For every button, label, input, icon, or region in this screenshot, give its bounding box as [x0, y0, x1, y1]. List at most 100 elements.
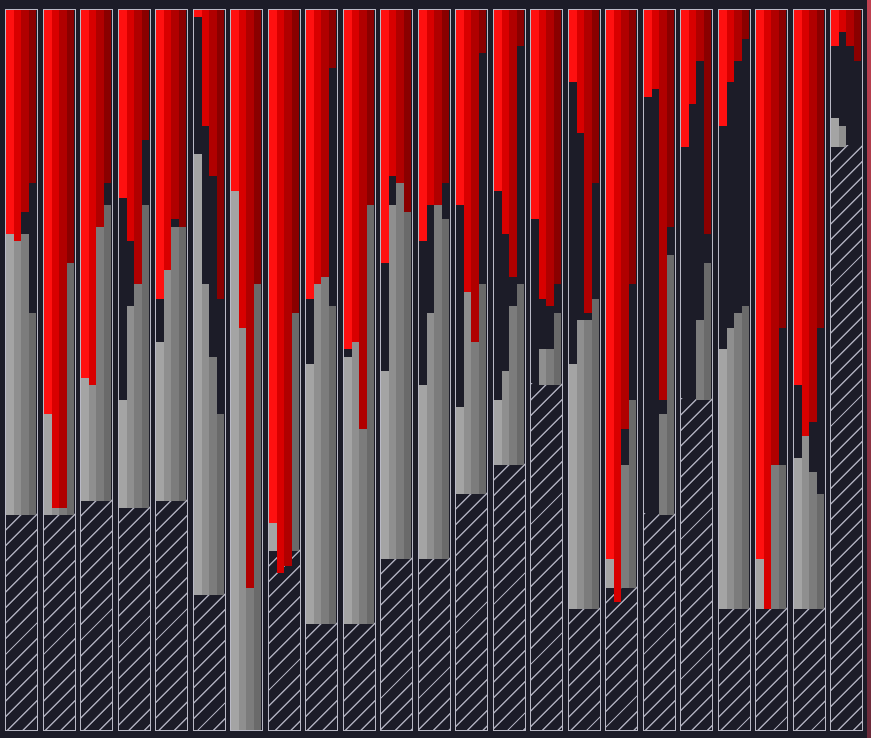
column-strip: [569, 10, 577, 730]
gray-bar: [381, 371, 389, 559]
game-column[interactable]: [343, 9, 376, 731]
red-bar: [696, 10, 704, 61]
column-strip: [246, 10, 254, 730]
column-strip: [96, 10, 104, 730]
column-strip: [838, 10, 847, 730]
column-strip: [201, 10, 210, 730]
red-bar: [88, 10, 97, 386]
gray-bar: [209, 356, 217, 595]
game-column[interactable]: [493, 9, 526, 731]
game-column[interactable]: [80, 9, 113, 731]
red-bar: [816, 10, 825, 328]
game-column[interactable]: [455, 9, 488, 731]
gray-bar: [516, 284, 525, 465]
game-column[interactable]: [418, 9, 451, 731]
gray-bar: [441, 219, 450, 559]
column-strip: [126, 10, 135, 730]
gray-bar: [726, 327, 735, 610]
column-strip: [471, 10, 479, 730]
game-column[interactable]: [643, 9, 676, 731]
gray-bar: [351, 255, 360, 624]
red-bar: [703, 10, 712, 234]
red-bar: [456, 10, 464, 205]
gray-bar: [253, 60, 262, 730]
gray-bar: [201, 284, 210, 595]
gray-bar: [509, 306, 517, 465]
gray-bar: [141, 204, 150, 509]
column-strip: [426, 10, 435, 730]
column-strip: [44, 10, 52, 730]
column-strip: [163, 10, 172, 730]
column-strip: [546, 10, 554, 730]
gray-bar: [103, 204, 112, 501]
game-column[interactable]: [605, 9, 638, 731]
red-bar: [531, 10, 539, 220]
red-bar: [853, 10, 862, 61]
column-strip: [328, 10, 337, 730]
gray-bar: [831, 118, 839, 148]
gray-bar: [419, 385, 427, 559]
gray-bar: [66, 190, 75, 516]
column-strip: [688, 10, 697, 730]
red-bar: [171, 10, 179, 220]
game-column[interactable]: [305, 9, 338, 731]
gray-bar: [456, 407, 464, 494]
column-strip: [119, 10, 127, 730]
gray-bar: [163, 255, 172, 501]
game-column[interactable]: [155, 9, 188, 731]
red-bar: [344, 10, 352, 350]
column-strip: [291, 10, 300, 730]
game-column[interactable]: [680, 9, 713, 731]
game-column[interactable]: [5, 9, 38, 731]
red-bar: [103, 10, 112, 184]
game-column[interactable]: [530, 9, 563, 731]
column-strip: [441, 10, 450, 730]
red-bar: [606, 10, 614, 559]
column-strip: [141, 10, 150, 730]
game-column[interactable]: [230, 9, 263, 731]
column-strip: [726, 10, 735, 730]
red-bar: [509, 10, 517, 278]
game-column[interactable]: [380, 9, 413, 731]
gray-bar: [344, 356, 352, 624]
red-bar: [591, 10, 600, 184]
gray-bar: [771, 457, 779, 610]
game-column[interactable]: [718, 9, 751, 731]
game-column[interactable]: [830, 9, 863, 731]
column-strip: [28, 10, 37, 730]
game-column[interactable]: [118, 9, 151, 731]
hatched-fill: [6, 513, 37, 730]
column-strip: [403, 10, 412, 730]
red-bar: [584, 10, 592, 314]
game-column[interactable]: [755, 9, 788, 731]
gray-bar: [576, 320, 585, 610]
hatched-fill: [419, 557, 450, 730]
red-bar: [726, 10, 735, 83]
column-strip: [606, 10, 614, 730]
game-column[interactable]: [793, 9, 826, 731]
red-bar: [628, 10, 637, 285]
gray-bar: [328, 306, 337, 624]
game-column[interactable]: [568, 9, 601, 731]
gray-bar: [216, 414, 225, 595]
hatched-fill: [119, 506, 150, 730]
gray-bar: [306, 363, 314, 624]
column-strip: [21, 10, 29, 730]
column-strip: [628, 10, 637, 730]
gray-bar: [478, 284, 487, 494]
column-strip: [846, 10, 854, 730]
hatched-fill: [831, 145, 862, 730]
red-bar: [734, 10, 742, 61]
column-strip: [284, 10, 292, 730]
red-bar: [351, 10, 360, 343]
hatched-fill: [381, 557, 412, 730]
gray-bar: [538, 349, 547, 386]
column-strip: [463, 10, 472, 730]
game-column[interactable]: [43, 9, 76, 731]
game-column[interactable]: [268, 9, 301, 731]
red-bar: [778, 10, 787, 328]
game-column[interactable]: [193, 9, 226, 731]
gray-bar: [403, 147, 412, 559]
red-bar: [388, 10, 397, 177]
column-strip: [81, 10, 89, 730]
